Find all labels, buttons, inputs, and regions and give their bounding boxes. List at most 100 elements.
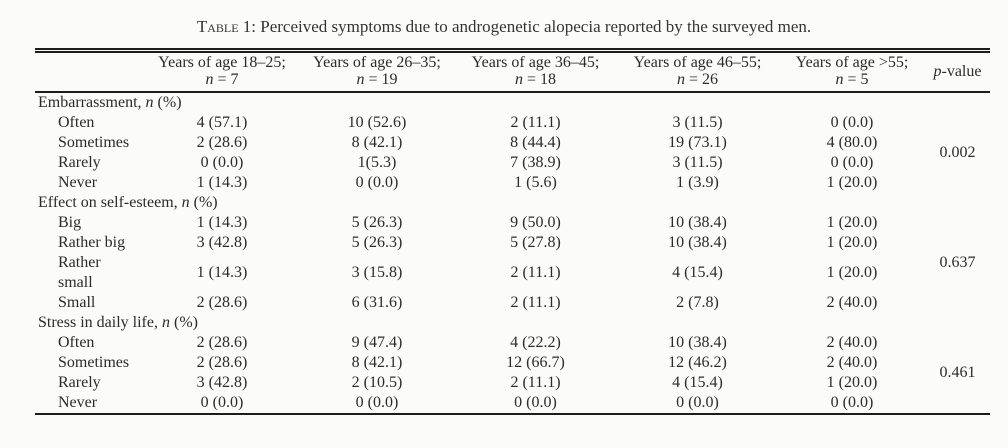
cell-value: 3 (15.8) xyxy=(351,264,403,281)
cell-value: 0 (0.0) xyxy=(200,394,244,411)
table-caption-label: Table 1: xyxy=(196,17,257,36)
cell-value: 5 (27.8) xyxy=(510,234,561,251)
cell-value: 0 (0.0) xyxy=(355,174,399,191)
row-label: Big xyxy=(58,214,82,231)
cell-value: 10 (38.4) xyxy=(668,234,727,251)
cell-value: 3 (11.5) xyxy=(672,114,723,131)
cell-value: 1 (5.6) xyxy=(514,174,557,191)
cell-value: 4 (57.1) xyxy=(196,114,248,131)
cell-value: 2 (40.0) xyxy=(826,334,878,351)
cell-value: 2 (11.1) xyxy=(510,114,561,131)
cell-value: 0 (0.0) xyxy=(830,114,874,131)
cell-value: 5 (26.3) xyxy=(351,214,403,231)
cell-value: 2 (11.1) xyxy=(510,264,561,281)
sample-size: n = 19 xyxy=(356,71,398,88)
cell-value: 12 (66.7) xyxy=(506,354,565,371)
table-caption: Table 1: Perceived symptoms due to andro… xyxy=(20,16,988,38)
table-row: Rarely 0 (0.0) 1(5.3) 7 (38.9) 3 (11.5) … xyxy=(35,153,990,173)
cell-value: 4 (80.0) xyxy=(826,134,878,151)
section-header-stress: Stress in daily life, n (%) xyxy=(35,313,990,333)
p-value-cell: 0.461 xyxy=(939,364,976,381)
cell-value: 4 (15.4) xyxy=(672,264,723,281)
cell-value: 1 (20.0) xyxy=(826,214,878,231)
row-label: Sometimes xyxy=(58,134,130,151)
col-header-age-26-35: Years of age 26–35; n = 19 xyxy=(299,50,455,93)
cell-value: 12 (46.2) xyxy=(668,354,727,371)
cell-value: 7 (38.9) xyxy=(510,154,561,171)
col-header-age-46-55: Years of age 46–55; n = 26 xyxy=(616,50,779,93)
section-header-label: Stress in daily life, n (%) xyxy=(38,314,198,331)
cell-value: 2 (7.8) xyxy=(676,294,719,311)
cell-value: 0 (0.0) xyxy=(830,394,874,411)
table-caption-text: Perceived symptoms due to androgenetic a… xyxy=(256,17,812,36)
cell-value: 8 (42.1) xyxy=(351,134,403,151)
cell-value: 2 (40.0) xyxy=(826,294,878,311)
row-label: Rather small xyxy=(58,254,101,291)
table-row: Never 1 (14.3) 0 (0.0) 1 (5.6) 1 (3.9) 1… xyxy=(35,173,990,193)
sample-size: n = 26 xyxy=(676,71,719,88)
table-row: Big 1 (14.3) 5 (26.3) 9 (50.0) 10 (38.4)… xyxy=(35,213,990,271)
cell-value: 1 (14.3) xyxy=(196,174,248,191)
cell-value: 10 (52.6) xyxy=(347,114,407,131)
cell-value: 1 (14.3) xyxy=(196,264,248,281)
corner-cell xyxy=(35,50,145,93)
cell-value: 0 (0.0) xyxy=(830,154,874,171)
page: Table 1: Perceived symptoms due to andro… xyxy=(0,16,1008,415)
cell-value: 6 (31.6) xyxy=(351,294,403,311)
cell-value: 2 (28.6) xyxy=(196,294,248,311)
age-range: Years of age 18–25; xyxy=(158,54,286,71)
p-value-cell: 0.637 xyxy=(939,254,976,271)
cell-value: 2 (28.6) xyxy=(196,334,248,351)
table-body: Embarrassment, n (%) Often 4 (57.1) 10 (… xyxy=(35,92,990,414)
age-range: Years of age 46–55; xyxy=(633,54,762,71)
cell-value: 2 (11.1) xyxy=(510,294,561,311)
table-row: Small 2 (28.6) 6 (31.6) 2 (11.1) 2 (7.8)… xyxy=(35,293,990,313)
table-row: Sometimes 2 (28.6) 8 (42.1) 8 (44.4) 19 … xyxy=(35,133,990,153)
col-header-age-over-55: Years of age >55; n = 5 xyxy=(779,50,925,93)
cell-value: 5 (26.3) xyxy=(351,234,403,251)
cell-value: 1 (20.0) xyxy=(826,174,878,191)
age-range: Years of age 26–35; xyxy=(313,54,441,71)
row-label: Never xyxy=(58,174,98,191)
row-label: Never xyxy=(58,394,98,411)
sample-size: n = 5 xyxy=(835,71,869,88)
cell-value: 1 (3.9) xyxy=(676,174,719,191)
cell-value: 3 (42.8) xyxy=(196,374,248,391)
age-range: Years of age 36–45; xyxy=(471,54,600,71)
cell-value: 1 (20.0) xyxy=(826,234,878,251)
row-label: Rarely xyxy=(58,154,101,171)
cell-value: 2 (28.6) xyxy=(196,134,248,151)
cell-value: 0 (0.0) xyxy=(200,154,244,171)
col-header-age-36-45: Years of age 36–45; n = 18 xyxy=(455,50,616,93)
col-header-p-value: p-value xyxy=(925,50,990,93)
table-row: Rather big 3 (42.8) 5 (26.3) 5 (27.8) 10… xyxy=(35,233,990,253)
cell-value: 0 (0.0) xyxy=(355,394,399,411)
table-row: Rarely 3 (42.8) 2 (10.5) 2 (11.1) 4 (15.… xyxy=(35,373,990,393)
section-header-self-esteem: Effect on self-esteem, n (%) xyxy=(35,193,990,213)
row-label: Often xyxy=(58,114,95,131)
p-value-cell: 0.002 xyxy=(939,144,976,161)
table-row: Never 0 (0.0) 0 (0.0) 0 (0.0) 0 (0.0) 0 … xyxy=(35,393,990,414)
symptoms-table: Years of age 18–25; n = 7 Years of age 2… xyxy=(35,48,990,415)
section-header-label: Embarrassment, n (%) xyxy=(38,94,182,111)
col-header-age-18-25: Years of age 18–25; n = 7 xyxy=(145,50,299,93)
cell-value: 4 (15.4) xyxy=(672,374,723,391)
table-row: Rather small 1 (14.3) 3 (15.8) 2 (11.1) … xyxy=(35,253,990,293)
sample-size: n = 18 xyxy=(514,71,557,88)
sample-size: n = 7 xyxy=(205,71,239,88)
row-label: Often xyxy=(58,334,95,351)
cell-value: 1(5.3) xyxy=(357,154,397,171)
cell-value: 9 (47.4) xyxy=(351,334,403,351)
cell-value: 1 (20.0) xyxy=(826,264,878,281)
row-label: Sometimes xyxy=(58,354,130,371)
cell-value: 2 (40.0) xyxy=(826,354,878,371)
row-label: Rarely xyxy=(58,374,101,391)
table-row: Often 2 (28.6) 9 (47.4) 4 (22.2) 10 (38.… xyxy=(35,333,990,381)
cell-value: 8 (42.1) xyxy=(351,354,403,371)
row-label: Rather big xyxy=(58,234,126,251)
cell-value: 2 (11.1) xyxy=(510,374,561,391)
cell-value: 1 (14.3) xyxy=(196,214,248,231)
table-row: Sometimes 2 (28.6) 8 (42.1) 12 (66.7) 12… xyxy=(35,353,990,373)
cell-value: 10 (38.4) xyxy=(668,214,727,231)
age-range: Years of age >55; xyxy=(795,54,909,71)
